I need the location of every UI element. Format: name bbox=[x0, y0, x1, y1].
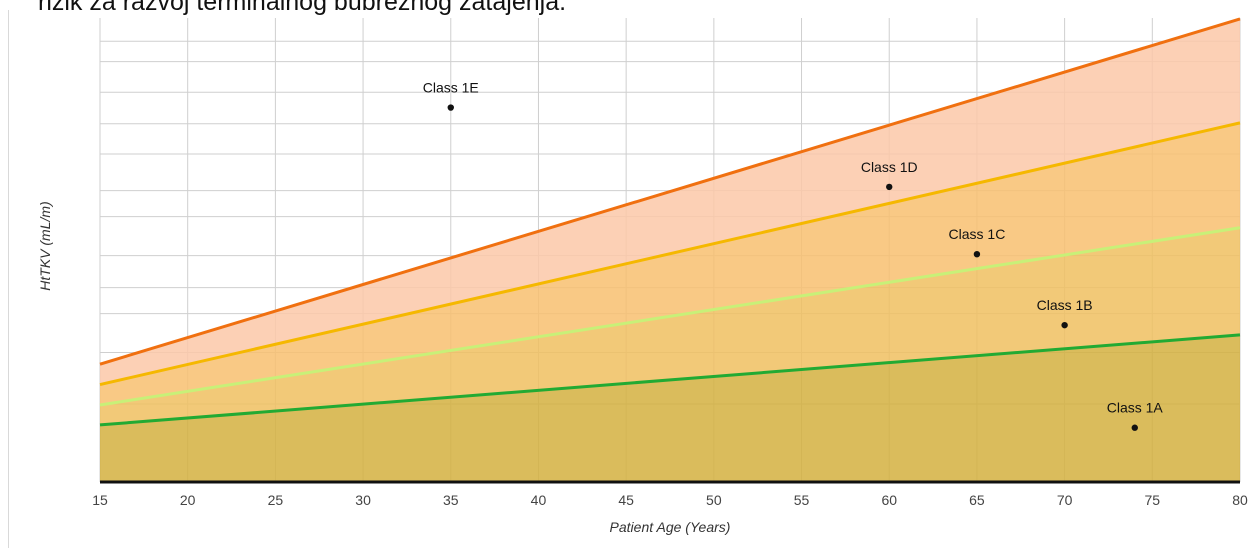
x-tick-label: 60 bbox=[881, 492, 897, 508]
x-tick-label: 70 bbox=[1057, 492, 1073, 508]
data-point bbox=[973, 250, 981, 258]
x-axis: 15 20 25 30 35 40 45 50 55 60 65 70 75 80 bbox=[92, 480, 1248, 508]
data-point-label: Class 1B bbox=[1037, 297, 1093, 313]
data-points: Class 1A Class 1B Class 1C Class 1D Class 1E bbox=[423, 80, 1164, 431]
x-tick-label: 20 bbox=[180, 492, 196, 508]
x-tick-label: 25 bbox=[268, 492, 284, 508]
boundary-line-4 bbox=[99, 17, 1241, 366]
data-point-label: Class 1A bbox=[1107, 400, 1164, 416]
risk-band-4 bbox=[100, 18, 1240, 385]
x-tick-label: 65 bbox=[969, 492, 985, 508]
x-tick-label: 45 bbox=[618, 492, 634, 508]
x-tick-label: 15 bbox=[92, 492, 108, 508]
data-point-label: Class 1E bbox=[423, 80, 479, 96]
x-tick-label: 40 bbox=[531, 492, 547, 508]
risk-band-3 bbox=[100, 122, 1240, 405]
risk-band-1 bbox=[100, 334, 1240, 482]
x-tick-label: 80 bbox=[1232, 492, 1248, 508]
data-point bbox=[1061, 321, 1068, 329]
y-axis-title: HtTKV (mL/m) bbox=[37, 201, 53, 290]
x-tick-label: 55 bbox=[794, 492, 810, 508]
data-point bbox=[1131, 424, 1138, 431]
x-tick-label: 30 bbox=[355, 492, 371, 508]
risk-band-2 bbox=[100, 227, 1240, 425]
risk-bands bbox=[100, 18, 1240, 482]
boundary-line-1 bbox=[99, 333, 1241, 427]
class-boundary-lines bbox=[99, 17, 1241, 427]
data-point-label: Class 1C bbox=[949, 226, 1006, 242]
data-point bbox=[886, 183, 893, 191]
boundary-line-2 bbox=[99, 226, 1241, 407]
x-tick-label: 75 bbox=[1145, 492, 1161, 508]
boundary-line-3 bbox=[99, 121, 1241, 387]
data-point-label: Class 1D bbox=[861, 159, 918, 175]
x-axis-title: Patient Age (Years) bbox=[610, 519, 731, 535]
data-point bbox=[447, 104, 454, 111]
x-tick-label: 35 bbox=[443, 492, 459, 508]
header-text: rizik za razvoj terminalnog bubrežnog za… bbox=[38, 0, 567, 16]
x-tick-label: 50 bbox=[706, 492, 722, 508]
left-border bbox=[8, 10, 9, 548]
